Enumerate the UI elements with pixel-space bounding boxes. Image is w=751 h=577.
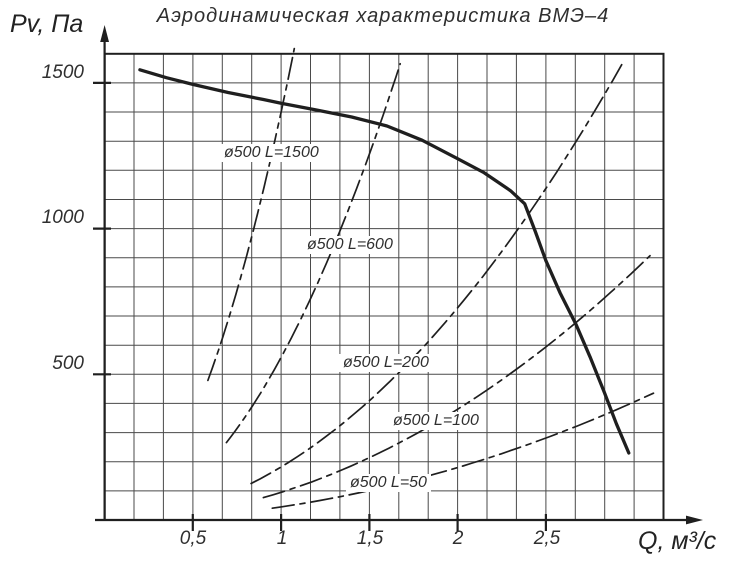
x-tick-2-5: 2,5 (533, 528, 561, 549)
curve-label-l50: ø500 L=50 (346, 474, 431, 492)
x-axis-arrow-icon (686, 515, 703, 525)
network-curve (262, 254, 651, 499)
curve-label-l600: ø500 L=600 (303, 236, 397, 254)
grid-lines (104, 53, 664, 520)
network-curve (250, 63, 623, 485)
network-curve (207, 47, 296, 382)
curve-label-l200: ø500 L=200 (339, 354, 433, 372)
y-axis-arrow-icon (100, 25, 109, 42)
x-tick-1-5: 1,5 (356, 528, 384, 549)
x-tick-0-5: 0,5 (179, 528, 207, 549)
y-tick-1500: 1500 (41, 62, 84, 83)
x-tick-2: 2 (452, 528, 464, 549)
y-tick-1000: 1000 (41, 207, 84, 228)
network-curve (225, 62, 402, 444)
y-tick-500: 500 (52, 353, 84, 374)
fan-curve (138, 68, 631, 455)
x-tick-1: 1 (276, 528, 288, 549)
curve-label-l100: ø500 L=100 (389, 412, 483, 430)
x-axis-label: Q, м³/с (638, 527, 717, 555)
y-axis-label: Pv, Па (10, 10, 84, 38)
curve-label-l1500: ø500 L=1500 (220, 144, 323, 162)
network-curve (271, 392, 655, 510)
chart-title: Аэродинамическая характеристика ВМЭ–4 (156, 5, 610, 27)
